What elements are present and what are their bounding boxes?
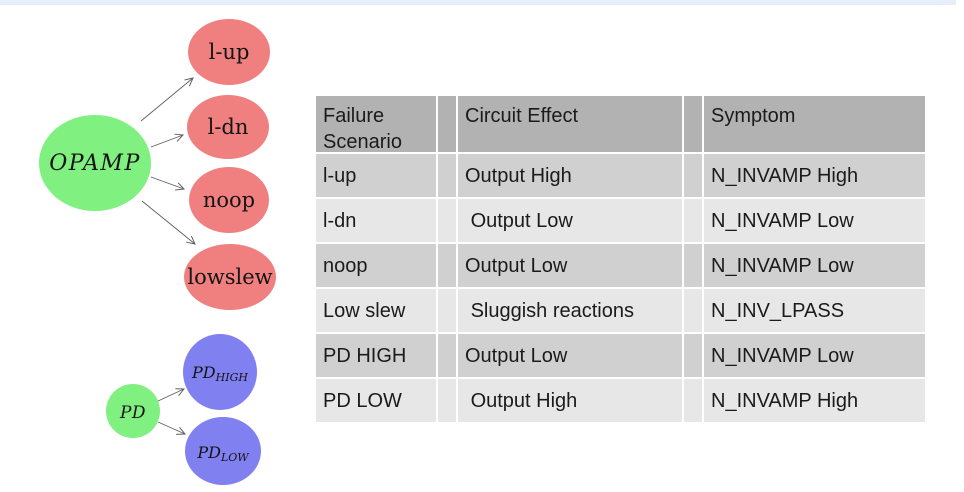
window-top-strip <box>0 0 956 5</box>
arrow-opamp-lup <box>140 78 193 122</box>
node-noop <box>189 167 269 233</box>
arrow-pd-high <box>157 389 184 402</box>
spacer-cell <box>684 154 702 197</box>
spacer-cell <box>438 379 456 422</box>
cell-effect: Output High <box>458 154 682 197</box>
spacer-cell <box>684 199 702 242</box>
header-spacer-2 <box>684 96 702 152</box>
cell-scenario: PD LOW <box>316 379 436 422</box>
arrow-opamp-noop <box>150 176 184 189</box>
failure-scenario-table: Failure Scenario Circuit Effect Symptom … <box>316 96 925 422</box>
cell-symptom: N_INVAMP High <box>704 379 925 422</box>
cell-symptom: N_INVAMP Low <box>704 244 925 287</box>
cell-effect: Output Low <box>458 334 682 377</box>
spacer-cell <box>438 244 456 287</box>
cell-symptom: N_INV_LPASS <box>704 289 925 332</box>
header-failure-scenario: Failure Scenario <box>316 96 436 152</box>
arrow-opamp-ldn <box>150 135 183 148</box>
node-opamp-label: OPAMP <box>49 151 141 176</box>
spacer-cell <box>438 154 456 197</box>
node-lowslew-label: lowslew <box>187 265 272 289</box>
node-lup <box>188 19 270 85</box>
opamp-arrows <box>140 78 195 244</box>
node-ldn <box>187 95 269 159</box>
spacer-cell <box>438 199 456 242</box>
arrow-opamp-lowslew <box>141 200 195 244</box>
cell-effect: Output Low <box>458 244 682 287</box>
cell-effect: Output High <box>458 379 682 422</box>
spacer-cell <box>438 334 456 377</box>
spacer-cell <box>684 244 702 287</box>
node-opamp <box>39 115 151 211</box>
cell-symptom: N_INVAMP High <box>704 154 925 197</box>
spacer-cell <box>438 289 456 332</box>
cell-scenario: l-dn <box>316 199 436 242</box>
node-pdlow <box>185 417 261 485</box>
node-lowslew <box>184 244 276 310</box>
node-pd <box>106 384 160 438</box>
cell-scenario: Low slew <box>316 289 436 332</box>
cell-scenario: noop <box>316 244 436 287</box>
header-circuit-effect: Circuit Effect <box>458 96 682 152</box>
cell-effect: Sluggish reactions <box>458 289 682 332</box>
spacer-cell <box>684 379 702 422</box>
node-pd-label: PD <box>119 403 146 423</box>
spacer-cell <box>684 289 702 332</box>
cell-symptom: N_INVAMP Low <box>704 334 925 377</box>
header-spacer-1 <box>438 96 456 152</box>
node-pdlow-label: PDLOW <box>196 443 250 464</box>
cell-symptom: N_INVAMP Low <box>704 199 925 242</box>
node-pdhigh-label: PDHIGH <box>191 363 248 384</box>
node-pdhigh <box>183 334 257 410</box>
arrow-pd-low <box>157 421 185 434</box>
node-noop-label: noop <box>203 188 255 212</box>
header-symptom: Symptom <box>704 96 925 152</box>
pd-arrows <box>157 389 185 434</box>
node-ldn-label: l-dn <box>208 115 249 139</box>
spacer-cell <box>684 334 702 377</box>
node-lup-label: l-up <box>209 40 250 64</box>
cell-scenario: PD HIGH <box>316 334 436 377</box>
fault-tree-diagram: OPAMP l-up l-dn noop lowslew PD PDHIGH P… <box>39 19 276 485</box>
cell-effect: Output Low <box>458 199 682 242</box>
cell-scenario: l-up <box>316 154 436 197</box>
